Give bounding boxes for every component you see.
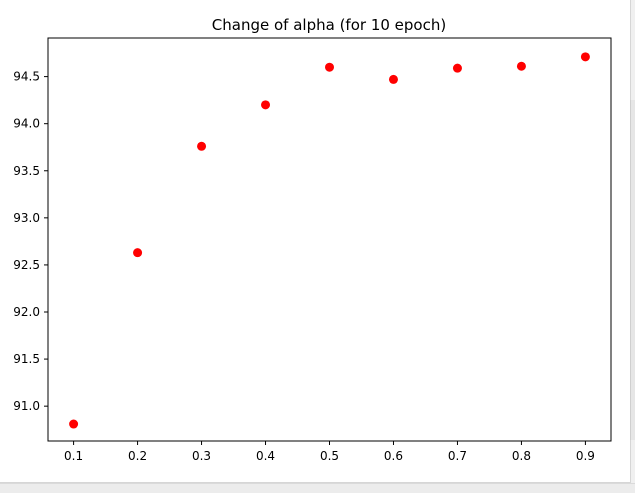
data-point (516, 61, 526, 71)
x-tick-label: 0.3 (192, 449, 211, 463)
x-tick-label: 0.9 (576, 449, 595, 463)
y-tick-label: 94.5 (13, 70, 40, 84)
y-tick-label: 92.5 (13, 258, 40, 272)
x-tick-label: 0.2 (128, 449, 147, 463)
data-point (197, 141, 207, 151)
data-point (325, 62, 334, 72)
data-point (452, 63, 462, 73)
data-point (388, 74, 398, 84)
scrollbar-track[interactable] (630, 100, 635, 440)
x-tick-label: 0.4 (256, 449, 275, 463)
chart-title: Change of alpha (for 10 epoch) (212, 16, 446, 34)
plot-frame (47, 37, 612, 442)
y-tick-label: 93.5 (13, 164, 40, 178)
x-axis: 0.1 0.2 0.3 0.4 0.5 0.6 0.7 0.8 0.9 (64, 441, 595, 463)
x-tick-label: 0.1 (64, 449, 83, 463)
y-tick-label: 91.0 (13, 399, 40, 413)
data-point (69, 419, 79, 429)
y-tick-label: 94.0 (13, 117, 40, 131)
x-tick-label: 0.5 (320, 449, 339, 463)
y-tick-label: 93.0 (13, 211, 40, 225)
data-point (580, 52, 590, 62)
y-tick-label: 92.0 (13, 305, 40, 319)
data-points (69, 52, 590, 429)
y-axis: 91.0 91.5 92.0 92.5 93.0 93.5 94.0 94.5 (13, 70, 48, 413)
y-tick-label: 91.5 (13, 352, 40, 366)
x-tick-label: 0.7 (448, 449, 467, 463)
x-tick-label: 0.8 (512, 449, 531, 463)
figure-canvas: Change of alpha (for 10 epoch) 0.1 0.2 0.3… (0, 0, 631, 483)
data-point (261, 100, 271, 110)
scatter-chart: Change of alpha (for 10 epoch) 0.1 0.2 0.3… (13, 16, 612, 463)
data-point (133, 248, 143, 258)
status-bar (0, 483, 635, 493)
x-tick-label: 0.6 (384, 449, 403, 463)
